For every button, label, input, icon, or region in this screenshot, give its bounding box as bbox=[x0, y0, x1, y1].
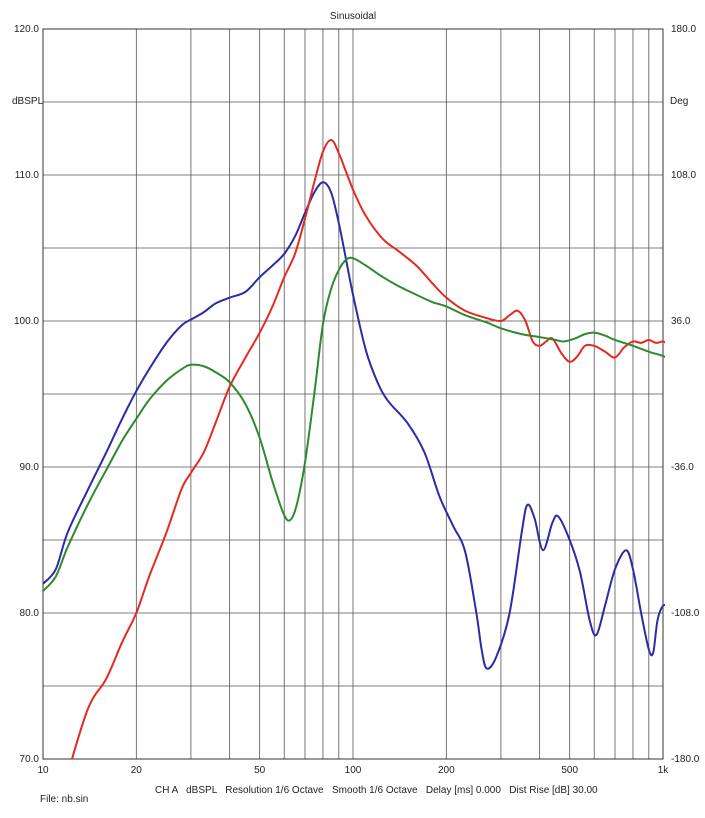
left-axis-unit-label: dBSPL bbox=[12, 96, 44, 107]
right-axis-unit-label: Deg bbox=[670, 96, 688, 107]
x-axis-ticks: 10 20 50 100 200 500 1k bbox=[37, 765, 669, 776]
x-axis-tick-label: 200 bbox=[438, 765, 455, 776]
series-lines bbox=[43, 138, 665, 759]
plot-frame bbox=[42, 28, 664, 760]
footer-settings-label: CH A dBSPL Resolution 1/6 Octave Smooth … bbox=[155, 785, 598, 796]
left-axis-tick-label: 90.0 bbox=[20, 462, 40, 473]
x-axis-tick-label: 1k bbox=[658, 765, 670, 776]
series-line-1 bbox=[43, 181, 665, 670]
left-axis-tick-label: 100.0 bbox=[14, 316, 39, 327]
left-axis-tick-label: 120.0 bbox=[14, 24, 39, 35]
x-axis-tick-label: 500 bbox=[561, 765, 578, 776]
right-axis-tick-label: 108.0 bbox=[671, 170, 696, 181]
right-axis-tick-label: 36.0 bbox=[671, 316, 691, 327]
left-axis-tick-label: 80.0 bbox=[20, 608, 40, 619]
x-axis-tick-label: 100 bbox=[345, 765, 362, 776]
series-line-2 bbox=[70, 138, 665, 759]
x-axis-tick-label: 10 bbox=[37, 765, 49, 776]
footer-file-label: File: nb.sin bbox=[40, 794, 88, 805]
right-axis-tick-label: -108.0 bbox=[671, 608, 700, 619]
right-axis-tick-label: -180.0 bbox=[671, 754, 700, 765]
left-axis-tick-label: 110.0 bbox=[15, 170, 40, 181]
chart-title: Sinusoidal bbox=[330, 11, 376, 22]
grid bbox=[43, 29, 663, 759]
x-axis-tick-label: 20 bbox=[131, 765, 143, 776]
left-axis-tick-label: 70.0 bbox=[20, 754, 40, 765]
right-axis-tick-label: 180.0 bbox=[671, 24, 696, 35]
x-axis-tick-label: 50 bbox=[254, 765, 266, 776]
left-axis-ticks: 120.0 110.0 100.0 90.0 80.0 70.0 bbox=[14, 24, 39, 765]
right-axis-ticks: 180.0 108.0 36.0 -36.0 -108.0 -180.0 bbox=[671, 24, 700, 765]
series-line-3 bbox=[43, 256, 665, 592]
right-axis-tick-label: -36.0 bbox=[671, 462, 694, 473]
